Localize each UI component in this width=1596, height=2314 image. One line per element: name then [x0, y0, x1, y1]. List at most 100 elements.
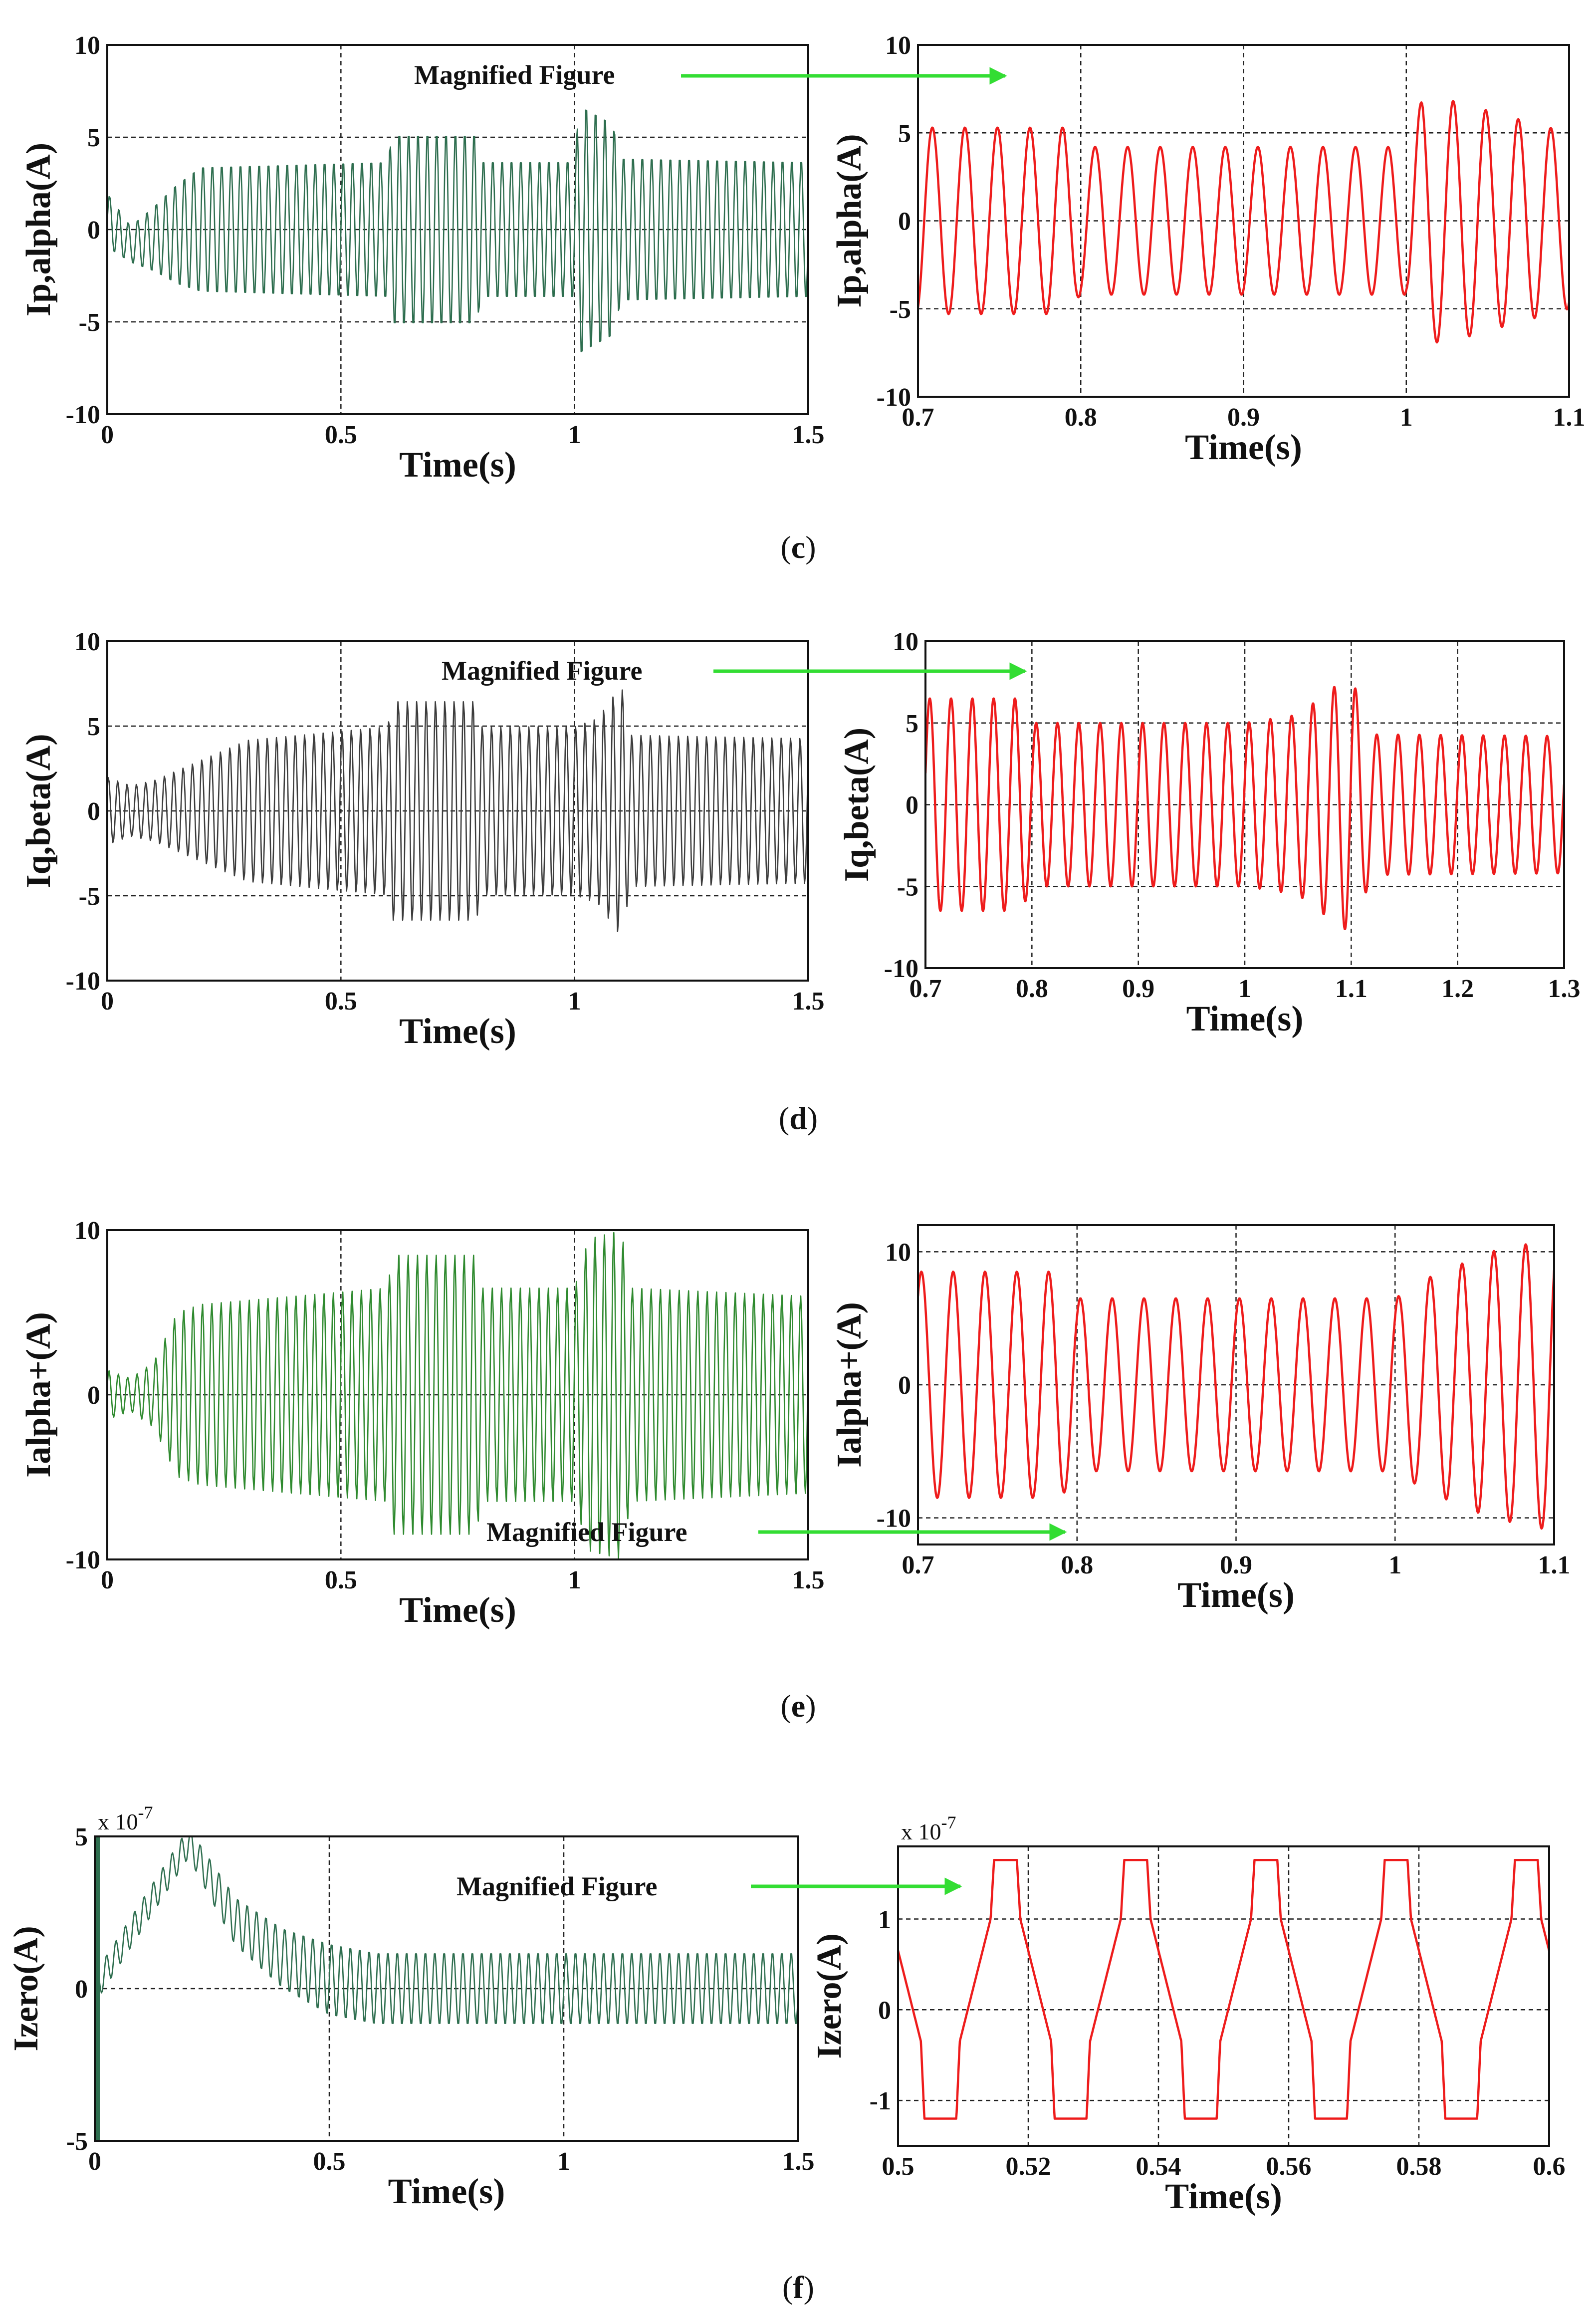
annotation-c: Magnified Figure — [414, 60, 1007, 90]
axis-exponent-power: -7 — [941, 1812, 956, 1832]
caption-d-letter: d — [789, 1100, 807, 1136]
chart-e-right: 0.7 0.8 0.9 1 1.1 -10 0 10 Time(s) Ialpha+(A) — [830, 1224, 1571, 1615]
annotation-d-label: Magnified Figure — [442, 656, 642, 686]
x-tick-label: 1.3 — [1548, 975, 1581, 1003]
caption-d-open: ( — [779, 1100, 789, 1136]
chart-c-left: 0 0.5 1 1.5 -10 -5 0 5 10 Time(s) Ip,alpha(A) — [19, 31, 825, 485]
caption-f-letter: f — [793, 2270, 804, 2305]
x-tick-label: 1.2 — [1441, 975, 1474, 1003]
plot-frame — [897, 1845, 1550, 2147]
x-tick-label: 0.5 — [325, 421, 357, 449]
x-axis-label: Time(s) — [399, 1590, 516, 1630]
annotation-e-label: Magnified Figure — [486, 1517, 687, 1547]
y-axis-label: Iq,beta(A) — [838, 728, 876, 882]
caption-f: (f) — [782, 2270, 814, 2305]
x-axis-label: Time(s) — [1185, 427, 1302, 467]
x-tick-label: 1 — [1388, 1551, 1401, 1579]
x-tick-label: 0.9 — [1227, 403, 1260, 432]
chart-d-right: 0.7 0.8 0.9 1 1.1 1.2 1.3 -10 -5 0 5 10 Time(s) Iq,be… — [838, 628, 1581, 1038]
annotation-d: Magnified Figure — [442, 656, 1027, 686]
y-axis-label: Ip,alpha(A) — [830, 134, 869, 307]
y-tick-label: -10 — [66, 967, 100, 996]
chart-f-right: 0.5 0.52 0.54 0.56 0.58 0.6 -1 0 1 Time(s) Izero(A… — [810, 1812, 1566, 2216]
axis-exponent: x 10-7 — [98, 1802, 153, 1834]
caption-f-open: ( — [782, 2270, 793, 2305]
axis-exponent-power: -7 — [138, 1802, 153, 1822]
x-axis-label: Time(s) — [399, 1011, 516, 1051]
caption-e-open: ( — [780, 1688, 791, 1724]
x-tick-label: 0.8 — [1061, 1551, 1093, 1579]
annotation-f-label: Magnified Figure — [456, 1871, 657, 1901]
caption-e-close: ) — [805, 1688, 816, 1724]
y-tick-label: 10 — [74, 628, 100, 656]
x-tick-label: 0.9 — [1220, 1551, 1252, 1579]
series-line-0 — [925, 686, 1564, 930]
y-tick-label: 10 — [885, 1238, 911, 1267]
x-tick-label: 1.1 — [1553, 403, 1586, 432]
x-axis-label: Time(s) — [1165, 2176, 1282, 2216]
series-line-0 — [95, 1836, 798, 2024]
x-axis-label: Time(s) — [1186, 999, 1304, 1038]
x-tick-label: 1.5 — [792, 421, 825, 449]
x-tick-label: 1.5 — [792, 1566, 825, 1594]
series-start-spike — [95, 1836, 100, 2141]
x-tick-label: 0 — [101, 1566, 114, 1594]
annotation-f: Magnified Figure — [456, 1871, 962, 1901]
caption-c: (c) — [780, 529, 816, 565]
x-tick-label: 0.7 — [902, 403, 934, 432]
x-tick-label: 1 — [1400, 403, 1413, 432]
y-tick-label: -5 — [66, 2127, 88, 2156]
y-tick-label: 5 — [87, 124, 100, 152]
caption-c-close: ) — [805, 529, 816, 565]
y-tick-label: -10 — [66, 401, 100, 429]
annotation-c-label: Magnified Figure — [414, 60, 615, 90]
plot-frame — [924, 640, 1565, 969]
x-tick-label: 1.1 — [1538, 1551, 1571, 1579]
y-tick-label: 10 — [74, 31, 100, 60]
y-tick-label: -5 — [79, 308, 100, 337]
axis-exponent: x 10-7 — [901, 1812, 956, 1844]
caption-d: (d) — [779, 1100, 818, 1136]
y-axis-label: Izero(A) — [7, 1926, 45, 2051]
y-tick-label: 0 — [87, 1381, 100, 1410]
y-axis-label: Iq,beta(A) — [19, 734, 58, 888]
plot-frame — [106, 1229, 809, 1560]
x-tick-label: 1.5 — [792, 987, 825, 1016]
x-axis-label: Time(s) — [399, 445, 516, 485]
x-tick-label: 0.5 — [882, 2152, 914, 2181]
y-axis-label: Ialpha+(A) — [830, 1302, 869, 1468]
y-axis-label: Ialpha+(A) — [19, 1312, 58, 1478]
y-tick-label: 0 — [87, 216, 100, 245]
caption-d-close: ) — [807, 1100, 818, 1136]
y-tick-label: 0 — [898, 208, 911, 236]
y-tick-label: 5 — [906, 710, 918, 738]
y-tick-label: 0 — [878, 1996, 891, 2025]
y-tick-label: 1 — [878, 1905, 891, 1934]
caption-f-close: ) — [804, 2270, 814, 2305]
y-tick-label: -5 — [79, 882, 100, 911]
row-c: 0 0.5 1 1.5 -10 -5 0 5 10 Time(s) Ip,alpha(A) 0.7 0… — [19, 31, 1586, 565]
x-tick-label: 1 — [568, 421, 581, 449]
caption-e-letter: e — [791, 1688, 805, 1724]
series-line-0 — [898, 1859, 1549, 2120]
caption-c-open: ( — [780, 529, 791, 565]
y-tick-label: 10 — [893, 628, 918, 656]
x-tick-label: 0.58 — [1396, 2152, 1442, 2181]
series-line-0 — [107, 109, 808, 352]
x-tick-label: 0.5 — [325, 987, 357, 1016]
plot-frame — [106, 640, 809, 982]
y-tick-label: 0 — [87, 797, 100, 826]
x-axis-label: Time(s) — [388, 2171, 505, 2211]
x-tick-label: 0.9 — [1122, 975, 1154, 1003]
x-tick-label: 1 — [557, 2147, 570, 2176]
y-tick-label: -10 — [884, 955, 918, 983]
series-line-0 — [918, 100, 1569, 344]
plot-frame — [106, 44, 809, 415]
y-tick-label: 10 — [74, 1217, 100, 1245]
x-tick-label: 0.5 — [325, 1566, 357, 1594]
